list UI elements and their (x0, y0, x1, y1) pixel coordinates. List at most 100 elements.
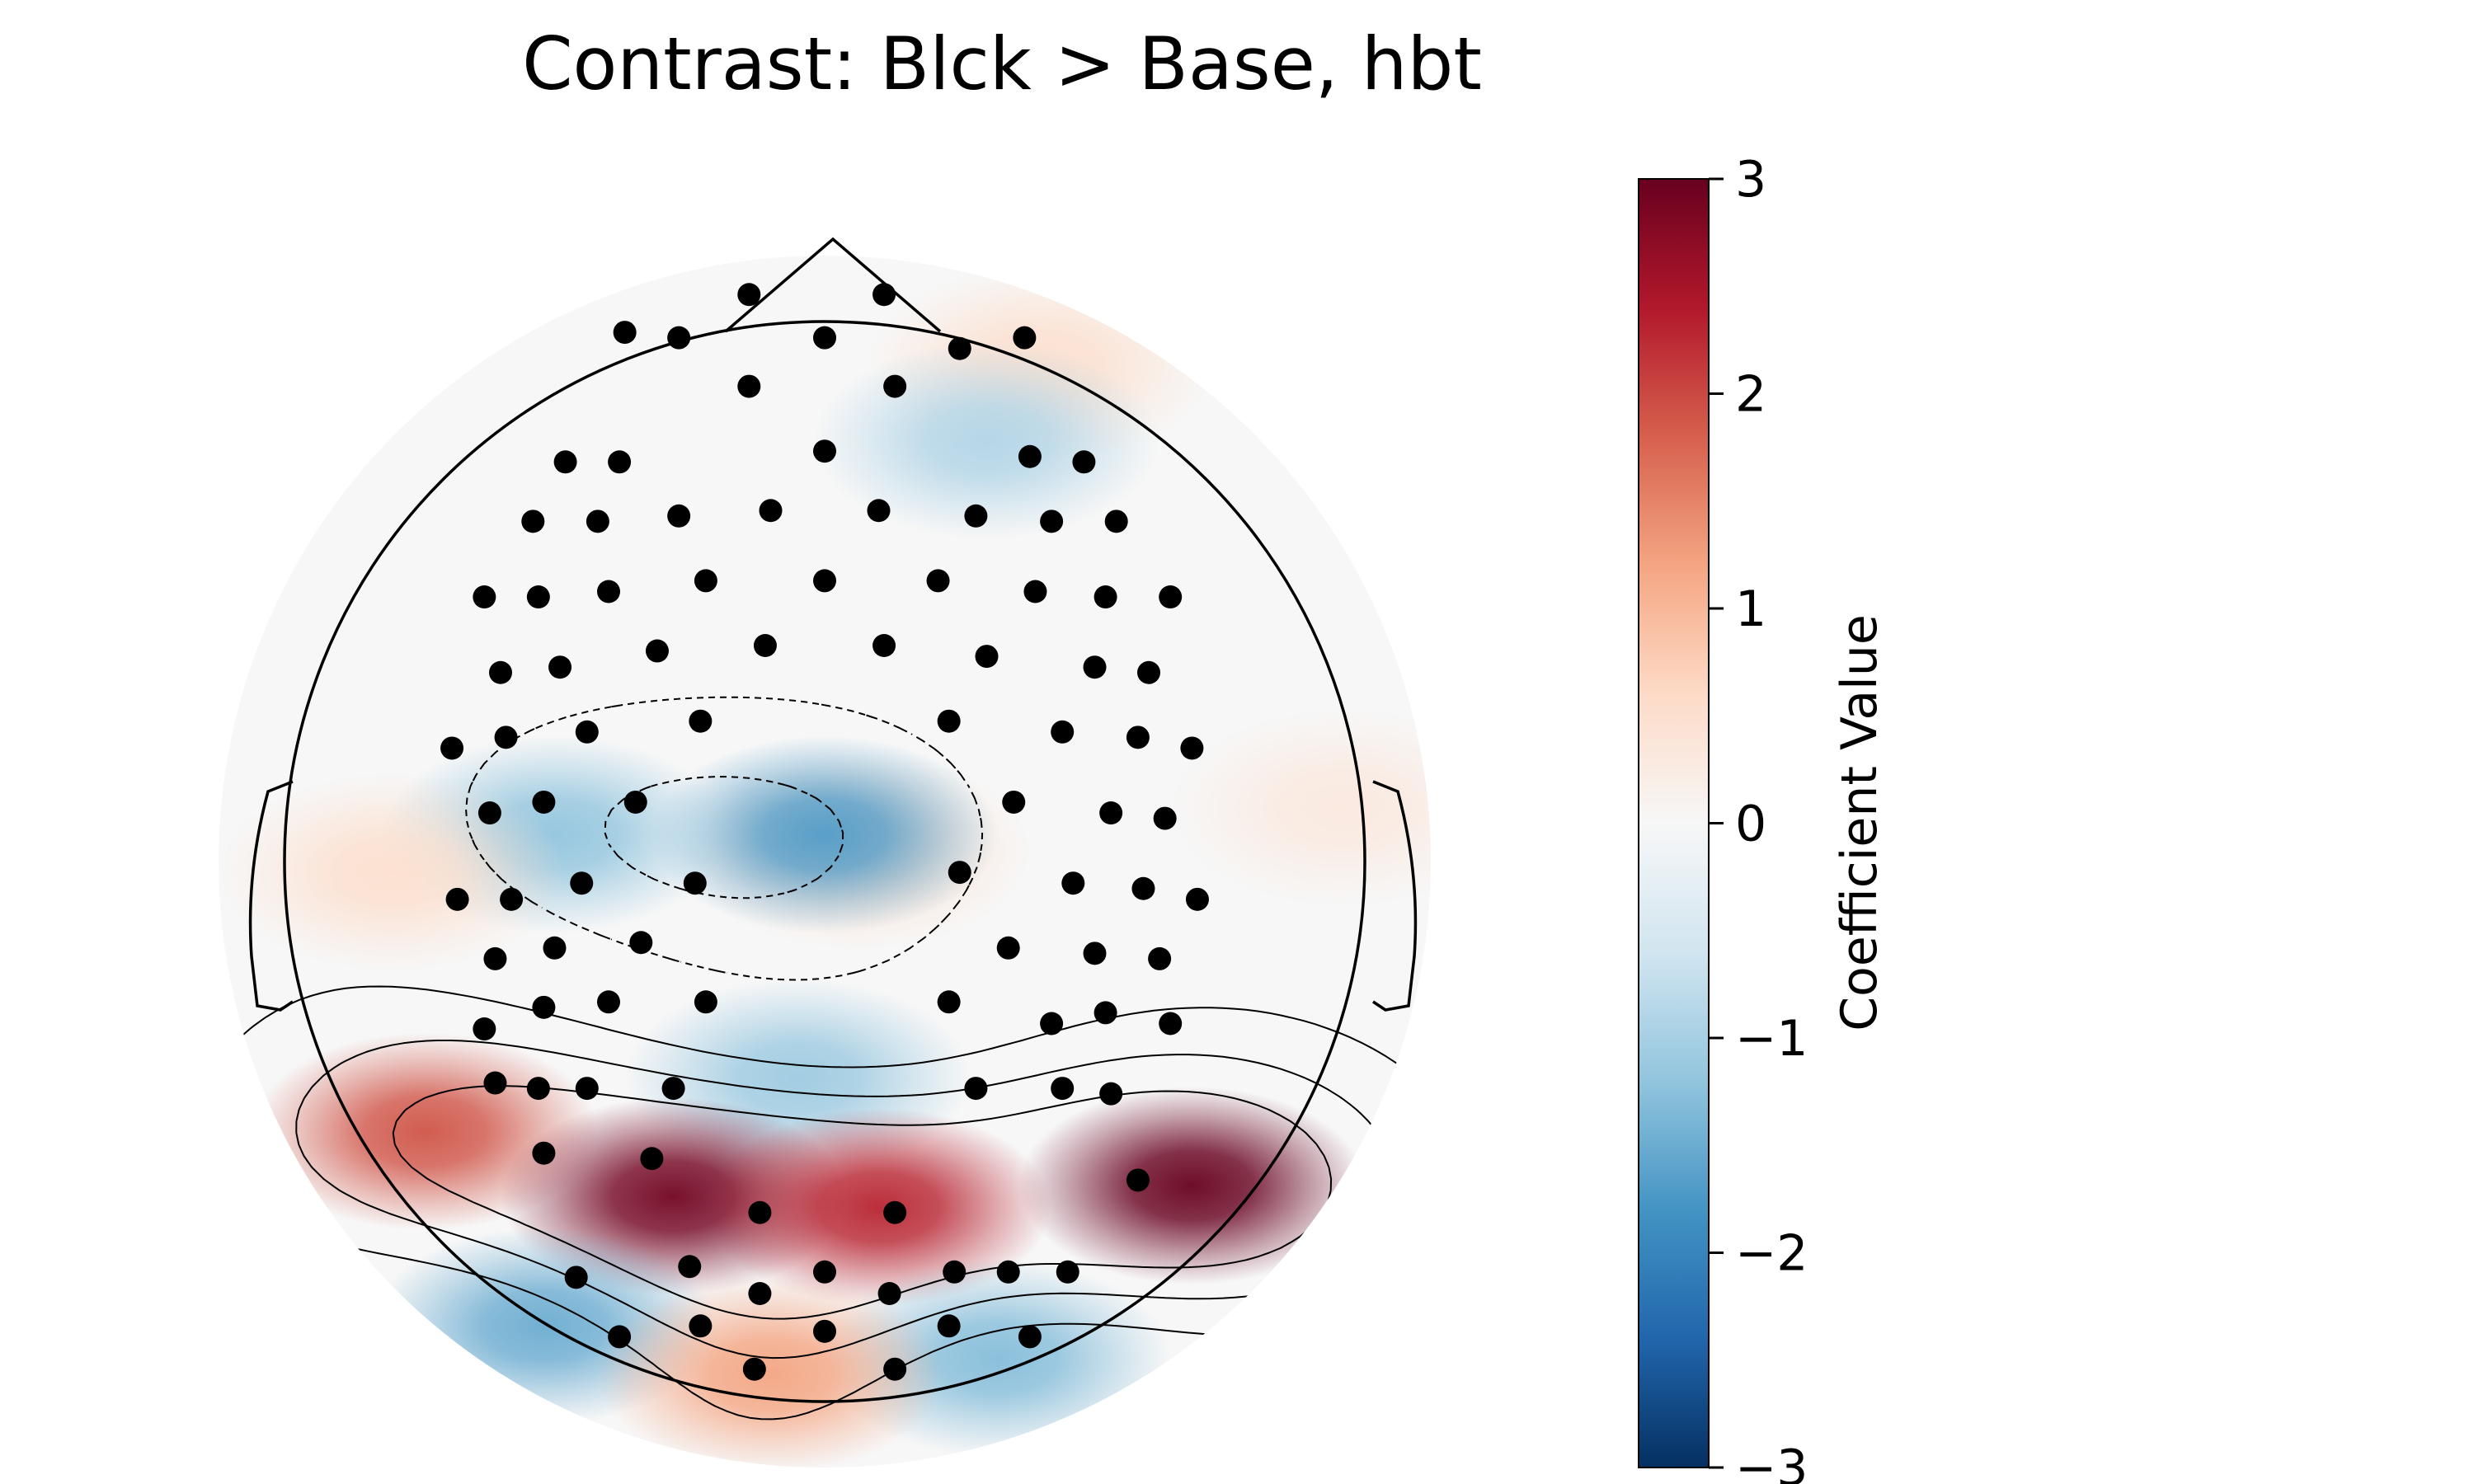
sensor-dot (737, 283, 761, 307)
field-blob (1018, 1087, 1366, 1284)
sensor-dot (813, 1260, 836, 1284)
sensor-dot (1126, 726, 1150, 749)
sensor-dot (943, 1260, 967, 1284)
right-ear-outline (1372, 780, 1418, 1012)
sensor-dot (813, 326, 836, 350)
sensor-dot (548, 655, 572, 679)
left-ear-outline (248, 780, 294, 1012)
sensor-dot (1018, 444, 1042, 468)
sensor-dot (678, 1255, 702, 1279)
sensor-dot (532, 995, 556, 1019)
sensor-dot (742, 1357, 766, 1381)
sensor-dot (813, 1319, 836, 1343)
sensor-dot (689, 709, 713, 733)
sensor-dot (543, 936, 567, 960)
sensor-dot (645, 639, 669, 663)
sensor-dot (1056, 1260, 1079, 1284)
sensor-dot (883, 374, 907, 398)
sensor-dot (1018, 1325, 1042, 1349)
field-blob (651, 735, 998, 934)
sensor-dot (661, 1077, 685, 1101)
sensor-dot (748, 1282, 772, 1305)
colorbar-tick-label: 0 (1735, 796, 1766, 853)
sensor-dot (1040, 510, 1064, 533)
sensor-dot (667, 326, 691, 350)
colorbar-tick-label: −2 (1735, 1225, 1808, 1283)
sensor-dot (613, 321, 637, 345)
sensor-dot (813, 439, 836, 463)
sensor-dot (473, 585, 496, 609)
sensor-dot (1104, 510, 1128, 533)
sensor-dot (608, 1325, 632, 1349)
sensor-dot (1099, 1082, 1123, 1106)
sensor-dot (964, 504, 988, 528)
sensor-dot (526, 1077, 550, 1101)
sensor-dot (948, 336, 971, 360)
sensor-dot (759, 499, 783, 523)
sensor-dot (445, 887, 469, 911)
field-blob (705, 1108, 1052, 1307)
field-blob (219, 773, 566, 972)
sensor-dot (1061, 871, 1085, 895)
sensor-dot (1002, 790, 1026, 814)
sensor-dot (867, 499, 891, 523)
sensor-dot (948, 861, 971, 885)
sensor-dot (937, 709, 961, 733)
head-circle (283, 320, 1366, 1403)
sensor-dot (526, 585, 550, 609)
sensor-dot (473, 1017, 496, 1041)
colorbar-ticks: 3 2 1 0 −1 −2 −3 (1709, 151, 1808, 1484)
sensor-dot (883, 1357, 907, 1381)
sensor-dot (521, 510, 545, 533)
sensor-dot (575, 1077, 599, 1101)
sensor-markers (440, 283, 1209, 1381)
sensor-dot (1051, 720, 1075, 744)
field-blob (597, 1275, 944, 1468)
sensor-dot (1083, 655, 1107, 679)
sensor-dot (1131, 876, 1155, 900)
sensor-dot (483, 1071, 507, 1095)
sensor-dot (597, 990, 620, 1014)
sensor-dot (483, 946, 507, 970)
sensor-dot (1040, 1012, 1064, 1036)
sensor-dot (440, 736, 464, 760)
topomap (219, 237, 1431, 1468)
sensor-dot (975, 645, 999, 669)
sensor-dot (872, 283, 896, 307)
sensor-dot (1094, 1001, 1117, 1025)
sensor-dot (570, 871, 594, 895)
sensor-dot (689, 1314, 713, 1338)
sensor-dot (586, 510, 609, 533)
sensor-dot (564, 1266, 588, 1289)
colorbar-tick-label: −3 (1735, 1439, 1808, 1484)
sensor-dot (1099, 801, 1123, 825)
sensor-dot (1180, 736, 1204, 760)
colorbar-tick-label: 3 (1735, 151, 1766, 209)
colorbar-tick-label: −1 (1735, 1010, 1808, 1068)
sensor-dot (1051, 1077, 1075, 1101)
sensor-dot (477, 801, 501, 825)
sensor-dot (1137, 660, 1160, 684)
sensor-dot (489, 660, 512, 684)
sensor-dot (494, 726, 518, 749)
colorbar-tick-label: 2 (1735, 366, 1766, 424)
sensor-dot (1072, 450, 1096, 474)
colorbar-gradient (1638, 178, 1710, 1468)
sensor-dot (883, 1200, 907, 1224)
colorbar-label: Coefficient Value (1831, 614, 1888, 1031)
sensor-dot (748, 1200, 772, 1224)
head-outline (248, 237, 1418, 1403)
sensor-dot (683, 871, 707, 895)
sensor-dot (1094, 585, 1117, 609)
sensor-dot (996, 1260, 1020, 1284)
sensor-dot (500, 887, 524, 911)
sensor-dot (597, 580, 620, 603)
sensor-dot (1023, 580, 1047, 603)
sensor-dot (694, 569, 717, 593)
sensor-dot (1148, 946, 1172, 970)
sensor-dot (608, 450, 632, 474)
sensor-dot (996, 936, 1020, 960)
sensor-dot (667, 504, 691, 528)
sensor-dot (737, 374, 761, 398)
